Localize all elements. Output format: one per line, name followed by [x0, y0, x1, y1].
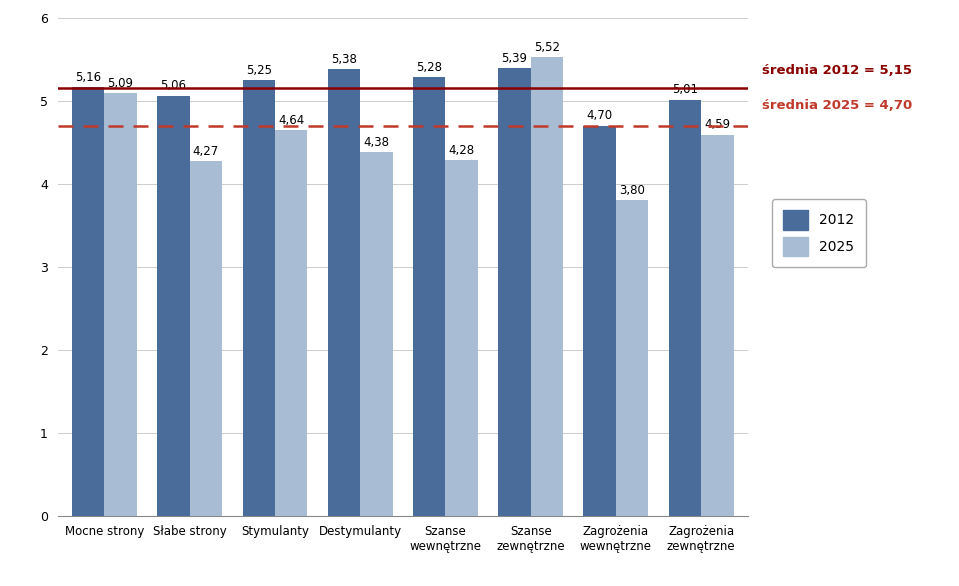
Text: 4,64: 4,64 — [278, 114, 304, 127]
Bar — [243, 80, 275, 516]
Text: średnia 2012 = 5,15: średnia 2012 = 5,15 — [762, 64, 912, 77]
Text: 5,06: 5,06 — [160, 79, 186, 93]
Text: 4,70: 4,70 — [587, 109, 613, 122]
Bar — [157, 96, 190, 516]
Bar — [445, 161, 478, 516]
Bar — [72, 87, 105, 516]
Bar — [701, 135, 734, 516]
Text: 4,59: 4,59 — [704, 118, 731, 131]
Bar — [413, 77, 445, 516]
Bar — [616, 200, 648, 516]
Text: 4,28: 4,28 — [449, 144, 475, 157]
Text: średnia 2025 = 4,70: średnia 2025 = 4,70 — [762, 99, 913, 112]
Text: 5,38: 5,38 — [331, 53, 357, 66]
Bar — [530, 57, 563, 516]
Bar — [190, 161, 222, 516]
Text: 5,52: 5,52 — [534, 41, 560, 54]
Bar — [361, 152, 392, 516]
Text: 5,01: 5,01 — [672, 83, 698, 97]
Bar — [328, 69, 361, 516]
Bar — [275, 131, 307, 516]
Legend: 2012, 2025: 2012, 2025 — [772, 199, 866, 267]
Bar — [583, 125, 616, 516]
Bar — [105, 93, 137, 516]
Text: 5,39: 5,39 — [502, 52, 527, 65]
Text: 4,27: 4,27 — [193, 145, 219, 158]
Text: 5,25: 5,25 — [246, 63, 271, 77]
Text: 4,38: 4,38 — [363, 136, 389, 149]
Text: 5,09: 5,09 — [107, 77, 133, 90]
Text: 5,16: 5,16 — [75, 71, 102, 84]
Bar — [499, 68, 530, 516]
Bar — [668, 100, 701, 516]
Text: 5,28: 5,28 — [416, 61, 442, 74]
Text: 3,80: 3,80 — [620, 184, 645, 197]
